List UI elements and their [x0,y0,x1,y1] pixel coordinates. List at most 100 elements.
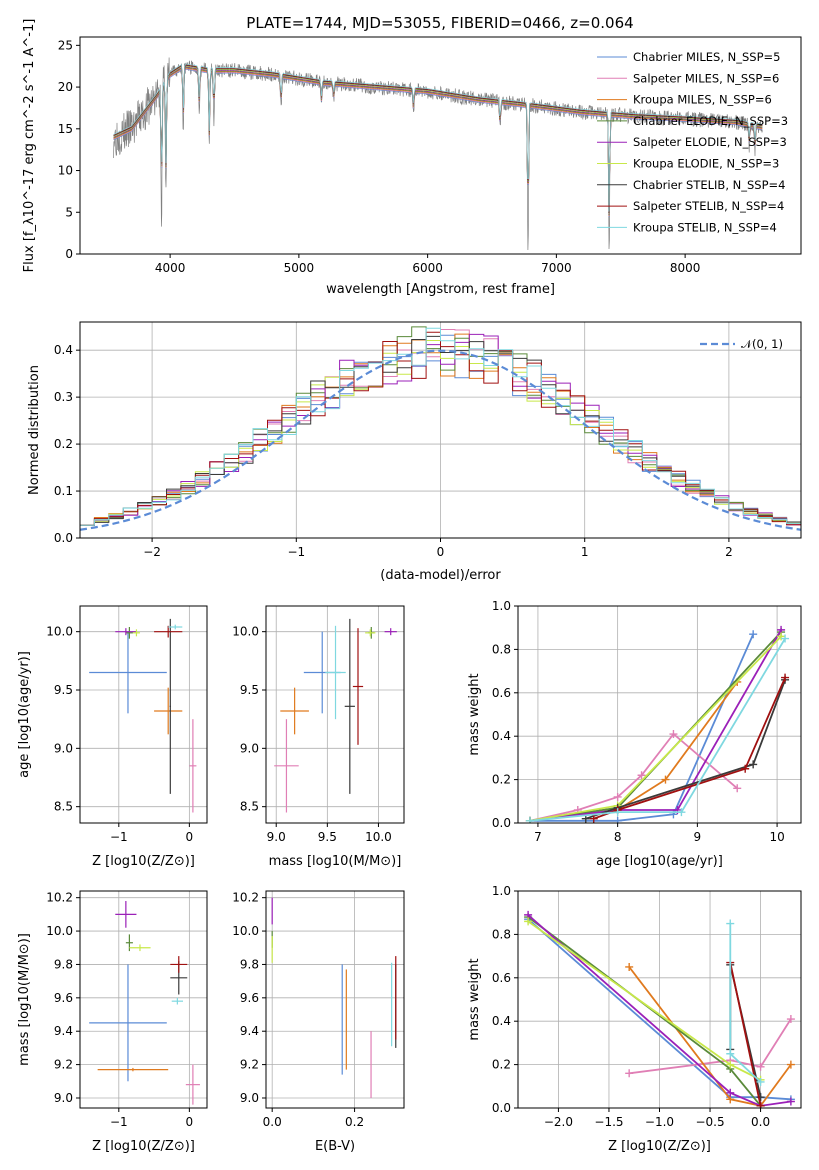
x-tick-label: 0.2 [345,1115,364,1129]
x-tick-label: 6000 [412,261,443,275]
x-tick-label: 10 [769,830,784,844]
spectrum-model-salpeter_miles [113,68,763,217]
y-tick-label: 1.0 [492,599,511,613]
point-salpeter_stelib [154,625,183,638]
legend-label-kroupa_elodie: Kroupa ELODIE, N_SSP=3 [633,157,779,171]
x-tick-label: 4000 [155,261,186,275]
y-tick-label: 15 [58,122,73,136]
panel-age_vs_Z: −1 0 8.5 9.0 9.5 10.0 Z [log10(Z/Z⊙)] age [log1… [17,605,208,869]
series-kroupa_elodie [529,635,782,822]
y-tick-label: 0.2 [492,773,511,787]
x-axis-label: mass [log10(M/M⊙)] [269,854,402,869]
panel-residuals: −2 −1 0 1 2 0.0 0.1 0.2 0.3 0.4 (data-model)/error… [27,321,802,583]
x-axis-label: Z [log10(Z/Z⊙)] [92,854,195,869]
series-chabrier_miles [530,633,755,822]
point-chabrier_stelib [344,618,355,794]
point-kroupa_elodie [132,629,140,637]
plot-area [80,326,801,531]
point-salpeter_miles [274,719,299,813]
x-axis-label: Z [log10(Z/Z⊙)] [92,1139,195,1154]
y-tick-label: 10.0 [46,924,73,938]
y-tick-label: 0.4 [492,1014,511,1028]
x-tick-label: 9.0 [267,830,286,844]
y-tick-label: 5 [65,205,73,219]
legend-label-kroupa_stelib: Kroupa STELIB, N_SSP=4 [633,220,777,234]
y-tick-label: 1.0 [492,884,511,898]
y-tick-label: 9.4 [54,1024,73,1038]
x-tick-label: −0.5 [695,1115,724,1129]
panel-mass_vs_Z: −1 0 9.0 9.2 9.4 9.6 9.8 10.0 10.2 Z [log10(Z/Z⊙)… [17,890,208,1154]
series-salpeter_elodie [529,629,782,822]
point-chabrier_miles [89,964,167,1082]
marker-kroupa_miles [661,775,670,784]
panels: 4000 5000 6000 7000 80000510152025wavelength… [17,19,802,1154]
y-axis-label: mass [log10(M/M⊙)] [17,933,32,1066]
spectrum-model-chabrier_stelib [113,64,763,214]
y-tick-label: 9.6 [54,991,73,1005]
marker-kroupa_miles [786,1060,795,1069]
panel-age_vs_mass: 9.0 9.5 10.0 8.5 9.0 9.5 10.0 mass [log10(M/M⊙)… [232,605,405,869]
marker-salpeter_stelib [741,764,750,773]
x-tick-label: 7 [534,830,542,844]
point-chabrier_elodie [125,934,133,952]
point-chabrier_elodie [125,627,133,639]
series-salpeter_elodie [527,914,792,1107]
x-tick-label: 0 [186,1115,194,1129]
marker-kroupa_stelib [726,919,735,928]
axes-frame [517,605,802,824]
marker-salpeter_stelib [589,814,598,823]
spectrum-model-chabrier_elodie [113,66,763,216]
marker-salpeter_miles [669,730,678,739]
legend-label-normal: 𝒩(0, 1) [741,337,783,351]
series-kroupa_elodie [527,920,762,1081]
marker-chabrier_miles [613,816,622,823]
x-tick-label: −2 [143,545,161,559]
histogram-kroupa_stelib [80,327,801,526]
legend-label-chabrier_elodie: Chabrier ELODIE, N_SSP=3 [633,114,788,128]
panel-mass_vs_ebv: 0.0 0.2 9.0 9.2 9.4 9.6 9.8 10.0 10.2 E(B-V) [232,890,405,1154]
series-salpeter_miles [529,732,738,822]
series-kroupa_miles [628,966,792,1107]
y-tick-label: 0.6 [492,971,511,985]
legend-label-salpeter_elodie: Salpeter ELODIE, N_SSP=3 [633,135,787,149]
point-kroupa_elodie [365,629,376,637]
marker-kroupa_stelib [525,816,534,823]
x-tick-label: −1.0 [645,1115,674,1129]
x-tick-label: 5000 [284,261,315,275]
spectrum-model-kroupa_elodie [113,65,763,214]
marker-kroupa_elodie [726,1060,735,1069]
series-chabrier_elodie [529,631,782,822]
x-axis-label: age [log10(age/yr)] [596,854,723,869]
series-kroupa_stelib [729,923,762,1083]
marker-chabrier_stelib [749,760,758,769]
spectrum-model-salpeter_stelib [113,64,763,213]
y-tick-label: 9.0 [240,741,259,755]
x-tick-label: 9 [694,830,702,844]
point-salpeter_stelib [170,956,188,973]
y-tick-label: 9.0 [54,741,73,755]
y-tick-label: 9.0 [54,1091,73,1105]
marker-salpeter_miles [637,771,646,780]
point-kroupa_stelib [171,997,184,1005]
plot-area [89,901,200,1105]
y-tick-label: 9.5 [240,683,259,697]
x-tick-label: 0.0 [751,1115,770,1129]
y-axis-label: mass weight [467,673,482,755]
legend-label-chabrier_stelib: Chabrier STELIB, N_SSP=4 [633,178,785,192]
x-tick-label: −1 [287,545,305,559]
plot-area [525,625,790,823]
y-tick-label: 20 [58,80,73,94]
marker-salpeter_stelib [756,1101,765,1108]
marker-salpeter_miles [786,1015,795,1024]
plot-area [113,57,763,251]
series-salpeter_miles [629,1018,792,1075]
x-tick-label: 8 [614,830,622,844]
marker-salpeter_stelib [781,673,790,682]
point-salpeter_stelib [352,628,364,745]
y-tick-label: 8.5 [54,800,73,814]
marker-kroupa_stelib [613,808,622,817]
legend-label-salpeter_miles: Salpeter MILES, N_SSP=6 [633,71,779,85]
x-tick-label: 9.5 [318,830,337,844]
x-tick-label: 0 [437,545,445,559]
point-salpeter_elodie [384,628,397,636]
